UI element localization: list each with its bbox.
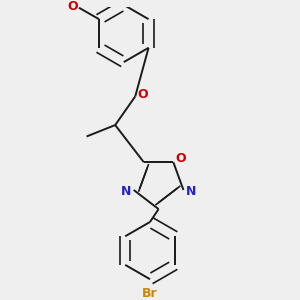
Text: O: O bbox=[175, 152, 186, 165]
Text: O: O bbox=[137, 88, 148, 101]
Text: O: O bbox=[68, 0, 78, 13]
Text: N: N bbox=[186, 185, 197, 198]
Text: N: N bbox=[121, 185, 131, 198]
Text: Br: Br bbox=[142, 287, 158, 300]
